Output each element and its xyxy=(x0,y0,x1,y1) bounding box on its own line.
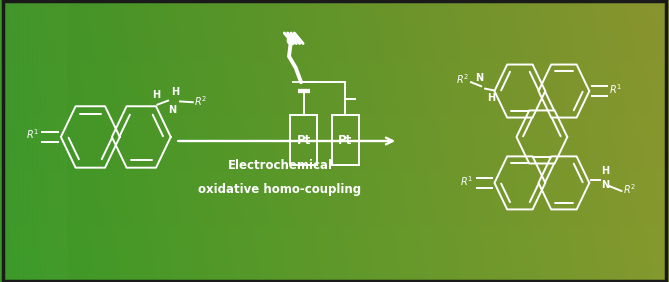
Text: N: N xyxy=(475,73,483,83)
Text: N: N xyxy=(168,105,176,115)
Text: H: H xyxy=(152,90,160,100)
Text: Electrochemical: Electrochemical xyxy=(227,159,332,172)
Text: N: N xyxy=(601,180,609,190)
Text: H: H xyxy=(487,93,495,103)
Text: $R^1$: $R^1$ xyxy=(609,83,623,96)
Text: $R^2$: $R^2$ xyxy=(194,94,207,107)
Text: Pt: Pt xyxy=(338,134,353,147)
Text: H: H xyxy=(601,166,609,176)
Text: $R^2$: $R^2$ xyxy=(623,182,636,196)
Text: $R^1$: $R^1$ xyxy=(460,174,473,188)
Text: $R^1$: $R^1$ xyxy=(26,127,39,141)
Bar xyxy=(290,115,317,165)
Bar xyxy=(3,1,666,281)
Text: $R^2$: $R^2$ xyxy=(456,72,469,86)
Text: H: H xyxy=(171,87,179,97)
Text: oxidative homo-coupling: oxidative homo-coupling xyxy=(199,183,361,196)
Text: Pt: Pt xyxy=(296,134,311,147)
Bar xyxy=(332,115,359,165)
